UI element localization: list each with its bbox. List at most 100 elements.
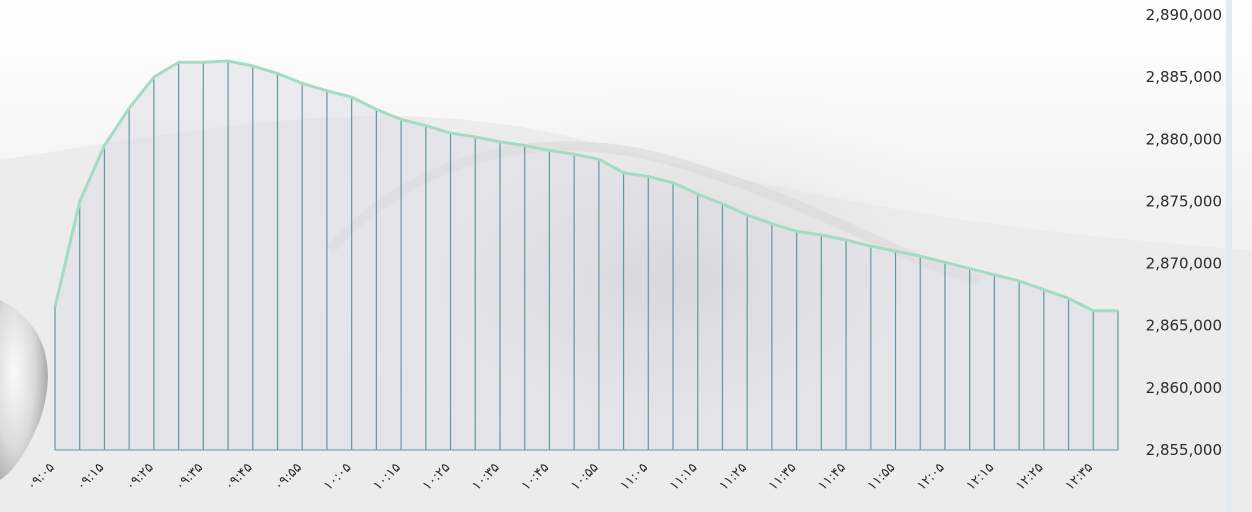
data-point [720, 202, 724, 206]
x-axis: ۰۹:۰۵ ۰۹:۱۵ ۰۹:۲۵ ۰۹:۳۵ ۰۹:۴۵ ۰۹:۵۵ ۱۰:۰۵ ۱۰:۱۵… [24, 460, 1096, 493]
data-point [1042, 288, 1046, 292]
x-tick: ۱۲:۲۵ [1013, 460, 1046, 493]
x-tick-label: ۱۱:۴۵ [815, 460, 848, 493]
data-point [226, 59, 230, 63]
data-point [894, 249, 898, 253]
y-tick-label: 2,865,000 [1146, 317, 1222, 335]
data-point [745, 213, 749, 217]
y-tick-label: 2,885,000 [1146, 68, 1222, 86]
data-point [819, 233, 823, 237]
x-tick-label: ۱۲:۲۵ [1013, 460, 1046, 493]
y-tick: 2,860,000 [1146, 379, 1222, 397]
x-tick: ۱۰:۵۵ [568, 460, 601, 493]
x-tick-label: ۱۰:۱۵ [370, 460, 403, 493]
y-tick-label: 2,890,000 [1146, 6, 1222, 24]
data-point [622, 171, 626, 175]
y-tick: 2,875,000 [1146, 192, 1222, 210]
x-tick: ۱۰:۰۵ [321, 460, 354, 493]
x-tick: ۱۱:۵۵ [865, 460, 898, 493]
y-tick-label: 2,875,000 [1146, 192, 1222, 210]
y-tick-label: 2,870,000 [1146, 255, 1222, 273]
data-point [152, 75, 156, 79]
x-tick-label: ۱۱:۰۵ [618, 460, 651, 493]
data-point [300, 81, 304, 85]
x-tick: ۰۹:۴۵ [222, 460, 255, 493]
data-point [201, 60, 205, 64]
x-tick: ۱۲:۰۵ [914, 460, 947, 493]
data-point [399, 117, 403, 121]
y-tick-label: 2,860,000 [1146, 379, 1222, 397]
x-tick: ۱۲:۳۵ [1063, 460, 1096, 493]
data-point [943, 260, 947, 264]
x-tick-label: ۱۰:۲۵ [420, 460, 453, 493]
x-tick-label: ۰۹:۱۵ [74, 460, 107, 493]
x-tick: ۱۱:۰۵ [618, 460, 651, 493]
data-point [1116, 309, 1120, 313]
data-point [350, 95, 354, 99]
data-point [844, 238, 848, 242]
data-point [795, 229, 799, 233]
data-point [53, 305, 57, 309]
x-tick: ۱۱:۴۵ [815, 460, 848, 493]
x-tick-label: ۱۲:۱۵ [964, 460, 997, 493]
y-tick: 2,885,000 [1146, 68, 1222, 86]
data-point [671, 181, 675, 185]
x-tick: ۰۹:۲۵ [123, 460, 156, 493]
x-tick: ۱۱:۱۵ [667, 460, 700, 493]
x-tick-label: ۰۹:۳۵ [173, 460, 206, 493]
y-tick: 2,865,000 [1146, 317, 1222, 335]
y-tick: 2,855,000 [1146, 441, 1222, 459]
y-tick: 2,870,000 [1146, 255, 1222, 273]
data-point [869, 244, 873, 248]
x-tick-label: ۰۹:۲۵ [123, 460, 156, 493]
data-point [646, 175, 650, 179]
data-point [1017, 279, 1021, 283]
x-tick-label: ۰۹:۵۵ [272, 460, 305, 493]
data-point [918, 254, 922, 258]
data-point [275, 71, 279, 75]
x-tick: ۱۰:۴۵ [519, 460, 552, 493]
data-point [127, 106, 131, 110]
data-point [597, 157, 601, 161]
x-tick-label: ۱۰:۵۵ [568, 460, 601, 493]
data-point [968, 267, 972, 271]
series-area-fill [55, 60, 1118, 451]
x-tick: ۱۲:۱۵ [964, 460, 997, 493]
data-point [449, 131, 453, 135]
y-axis: 2,855,000 2,860,000 2,865,000 2,870,000 2,87… [1146, 6, 1222, 459]
x-tick-label: ۱۱:۱۵ [667, 460, 700, 493]
data-point [696, 192, 700, 196]
x-tick: ۱۰:۲۵ [420, 460, 453, 493]
data-point [325, 89, 329, 93]
x-tick-label: ۱۱:۲۵ [717, 460, 750, 493]
x-tick: ۱۱:۳۵ [766, 460, 799, 493]
x-tick-label: ۰۹:۴۵ [222, 460, 255, 493]
x-tick-label: ۱۱:۳۵ [766, 460, 799, 493]
x-tick: ۱۰:۱۵ [370, 460, 403, 493]
data-point [572, 152, 576, 156]
x-tick-label: ۱۰:۴۵ [519, 460, 552, 493]
x-tick-label: ۱۰:۳۵ [469, 460, 502, 493]
data-point [770, 222, 774, 226]
x-tick-label: ۱۱:۵۵ [865, 460, 898, 493]
data-point [251, 64, 255, 68]
x-tick: ۱۱:۲۵ [717, 460, 750, 493]
data-point [1067, 296, 1071, 300]
y-tick: 2,890,000 [1146, 6, 1222, 24]
data-point [523, 144, 527, 148]
y-tick: 2,880,000 [1146, 130, 1222, 148]
data-point [473, 135, 477, 139]
data-point [374, 107, 378, 111]
x-tick: ۰۹:۰۵ [24, 460, 57, 493]
x-tick: ۰۹:۳۵ [173, 460, 206, 493]
data-point [992, 273, 996, 277]
data-point [78, 199, 82, 203]
y-tick-label: 2,880,000 [1146, 130, 1222, 148]
x-tick-label: ۱۲:۰۵ [914, 460, 947, 493]
data-point [177, 60, 181, 64]
x-tick: ۱۰:۳۵ [469, 460, 502, 493]
x-tick-label: ۱۰:۰۵ [321, 460, 354, 493]
x-tick: ۰۹:۵۵ [272, 460, 305, 493]
